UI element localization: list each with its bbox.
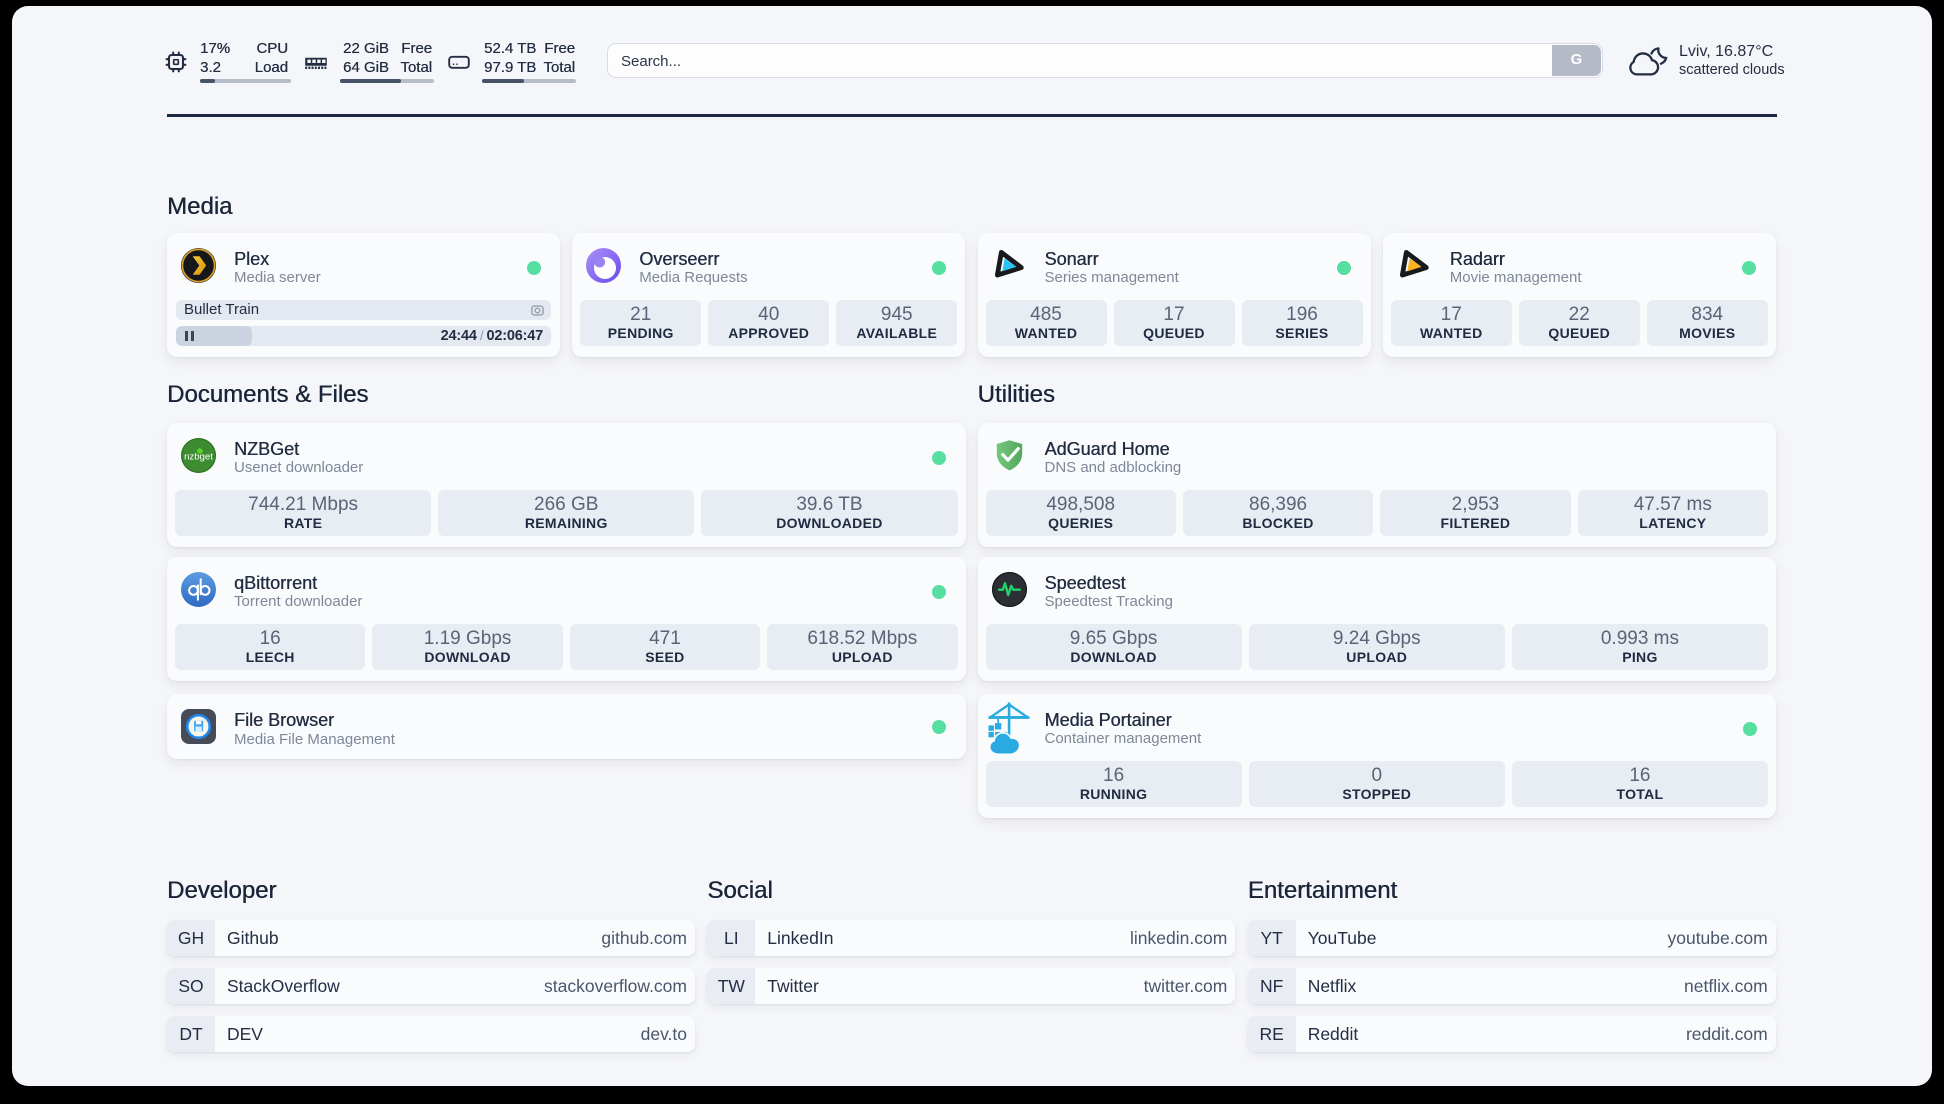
svg-text:nzbget: nzbget	[184, 452, 213, 463]
